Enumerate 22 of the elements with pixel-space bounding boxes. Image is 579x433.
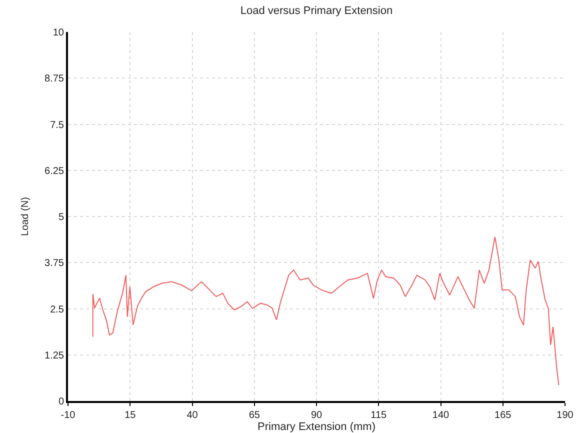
y-tick-label: 2.5 <box>50 304 64 316</box>
y-tick-label: 6.25 <box>44 166 64 177</box>
y-tick-label: 0 <box>58 396 64 408</box>
x-tick-label: -10 <box>60 410 76 421</box>
x-tick-label: 90 <box>310 410 322 421</box>
x-tick-label: 140 <box>432 410 450 421</box>
x-tick-label: 190 <box>556 410 574 421</box>
y-tick-label: 10 <box>52 28 64 38</box>
x-tick-label: 115 <box>370 410 388 421</box>
y-tick-label: 3.75 <box>44 258 64 270</box>
x-tick-label: 15 <box>124 410 136 421</box>
x-tick-label: 165 <box>494 410 512 421</box>
line-series <box>92 236 560 386</box>
y-tick-label: 8.75 <box>44 74 64 85</box>
y-tick-label: 1.25 <box>44 350 64 362</box>
x-axis-title: Primary Extension (mm) <box>258 421 376 433</box>
x-tick-label: 40 <box>186 410 198 421</box>
y-axis-title: Load (N) <box>20 197 32 236</box>
y-tick-label: 7.5 <box>50 120 64 131</box>
chart-title: Load versus Primary Extension <box>240 5 393 18</box>
x-tick-label: 65 <box>248 410 260 421</box>
y-tick-label: 5 <box>58 212 64 223</box>
